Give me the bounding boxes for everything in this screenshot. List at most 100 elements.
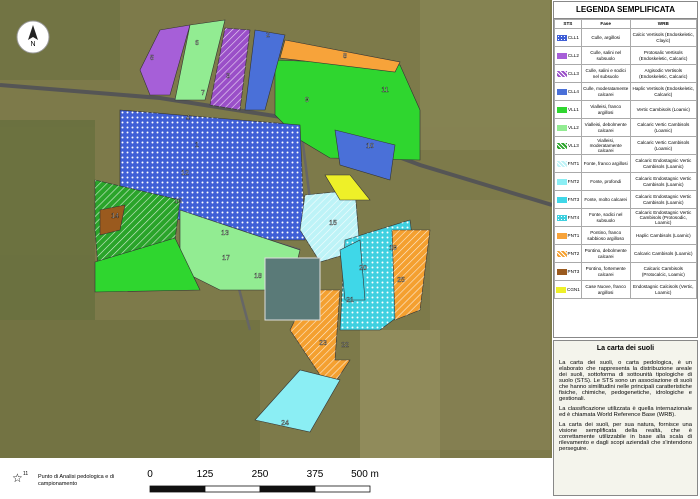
legend-fase: Vialleisi, debolmente calcarei: [580, 118, 631, 137]
scale-label: 250: [252, 469, 269, 480]
legend-wrb: Calcaric Endostagnic Vertic Cambisols (L…: [629, 190, 698, 209]
legend-wrb: Argisodic Vertisols (Endoskeletic, Calca…: [629, 64, 698, 83]
legend-row: FNT2 Fonte, profondi Calcaric Endostagnic …: [554, 172, 698, 191]
scale-label: 375: [307, 469, 324, 480]
point-label: 9: [305, 97, 309, 104]
legend-wrb: Calcaric Vertic Cambisols (Loamic): [629, 136, 698, 155]
legend-row: VLL2 Vialleisi, debolmente calcarei Calcar…: [554, 118, 698, 137]
legend-code: CLL3: [567, 70, 579, 76]
legend-swatch: [557, 124, 568, 131]
legend-header: WRB: [629, 19, 698, 29]
legend-swatch: [556, 34, 567, 41]
legend-swatch: [556, 160, 567, 167]
legend-swatch: [556, 232, 567, 239]
point-label: 18: [254, 273, 262, 280]
legend-code: FNT4: [567, 214, 580, 220]
legend-code: PNT1: [567, 232, 580, 238]
info-paragraph: La classificazione utilizzata è quella i…: [559, 406, 692, 418]
legend-code-cell: PNT3: [554, 262, 582, 281]
legend-wrb: Calcic Vertisols (Endoskeletic, Clayic): [629, 28, 698, 47]
legend-wrb: Calcaric Cambisols (Loamic): [629, 244, 698, 263]
legend-row: CLL3 Culle, salini e sodici nel subsuolo A…: [554, 64, 698, 83]
marker-label: 11: [23, 471, 28, 477]
legend-fase: Fonte, molto calcarei: [580, 190, 631, 209]
point-label: 7: [201, 90, 205, 97]
legend-swatch: [557, 106, 568, 113]
scale-segment: [259, 485, 316, 493]
legend-fase: Fonte, profondi: [580, 172, 631, 191]
legend-row: CLL4 Culle, moderatamente calcarei Haplic …: [554, 82, 698, 101]
legend-swatch: [556, 250, 567, 257]
scale-segment: [204, 485, 261, 493]
legend-wrb: Haplic Cambisols (Loamic): [629, 226, 698, 245]
point-label: 21: [346, 297, 354, 304]
legend-row: FNT1 Fonte, franco argillosi Calcaric Endo…: [554, 154, 698, 173]
legend-fase: Culle, moderatamente calcarei: [580, 82, 631, 101]
scale-segment: [149, 485, 206, 493]
legend-row: CGN1 Case Nuove, franco argillosi Endostag…: [554, 280, 698, 299]
legend-row: PNT2 Pontino, debolmente calcarei Calcaric…: [554, 244, 698, 263]
scale-segment: [314, 485, 371, 493]
legend-row: PNT3 Pontino, fortemente calcarei Calcaric…: [554, 262, 698, 281]
legend-fase: Case Nuove, franco argillosi: [580, 280, 631, 299]
soil-unit: [279, 39, 401, 73]
legend-code: PNT3: [567, 268, 580, 274]
point-label: 3: [226, 73, 230, 80]
legend-fase: Culle, argillosi: [580, 28, 631, 47]
legend-swatch: [556, 196, 567, 203]
legend-row: FNT4 Fonte, sodici nel subsuolo Calcaric E…: [554, 208, 698, 227]
soil-pattern: [392, 230, 430, 320]
legend-wrb: Haplic Vertisols (Endoskeletic, Calcaric…: [629, 82, 698, 101]
legend-wrb: Calcaric Vertic Cambisols (Loamic): [629, 118, 698, 137]
legend-code: VLL1: [568, 106, 579, 112]
legend-fase: Pontino, franco sabbioso argilloso: [580, 226, 631, 245]
marker-note: Punto di Analisi pedologica e di campion…: [38, 474, 115, 488]
legend-code-cell: FNT4: [554, 208, 582, 227]
legend-fase: Vialleisi, moderatamente calcarei: [580, 136, 631, 155]
legend-code-cell: VLL2: [554, 118, 582, 137]
legend-wrb: Vertic Cambisols (Loamic): [629, 100, 698, 119]
soil-unit: [324, 174, 371, 201]
legend-wrb: Endostagnic Calcisols (Vertic, Loamic): [629, 280, 698, 299]
legend-code-cell: PNT1: [554, 226, 582, 245]
soil-unit: [139, 24, 191, 96]
legend-code-cell: FNT2: [554, 172, 582, 191]
legend-code-cell: CLL4: [554, 82, 582, 101]
point-label: 11: [381, 87, 388, 94]
point-label: 25: [397, 277, 405, 284]
point-label: 23: [319, 340, 327, 347]
legend-swatch: [556, 88, 567, 95]
point-label: 17: [222, 255, 230, 262]
scale-label: 125: [197, 469, 214, 480]
legend-wrb: Calcaric Endostagnic Vertic Cambisols (P…: [629, 208, 698, 227]
fields: [0, 0, 440, 458]
point-label: 19: [389, 245, 397, 252]
soil-unit: [254, 369, 341, 433]
point-label: 14: [111, 213, 119, 220]
legend: LEGENDA SEMPLIFICATA STS Fase WRB CLL1 Culle…: [553, 1, 698, 338]
legend-fase: Vialleisi, franco argillosi: [580, 100, 631, 119]
soil-unit: [339, 239, 366, 301]
legend-code-cell: VLL1: [554, 100, 582, 119]
soil-unit: [94, 237, 201, 293]
legend-code: FNT1: [567, 160, 580, 166]
legend-swatch: [556, 214, 567, 221]
info-paragraph: La carta dei suoli, per sua natura, forn…: [559, 422, 692, 452]
legend-wrb: Calcaric Cambisols (Protocalcic, Loamic): [629, 262, 698, 281]
soil-unit: [174, 19, 226, 101]
legend-code-cell: CLL3: [554, 64, 582, 83]
scale-label: 500 m: [351, 469, 379, 480]
legend-code-cell: FNT3: [554, 190, 582, 209]
legend-header: STS: [554, 19, 582, 29]
point-label: 22: [341, 342, 349, 349]
legend-row: CLL1 Culle, argillosi Calcic Vertisols (En…: [554, 28, 698, 47]
legend-fase: Fonte, franco argillosi: [580, 154, 631, 173]
legend-swatch: [556, 52, 567, 59]
point-label: 4: [186, 115, 190, 122]
info-paragraph: La carta dei suoli, o carta pedologica, …: [559, 360, 692, 402]
legend-header: Fase: [580, 19, 631, 29]
map: 1234567891011121314151617181920212223242…: [0, 0, 552, 493]
soil-unit: [244, 29, 286, 111]
legend-row: VLL3 Vialleisi, moderatamente calcarei Cal…: [554, 136, 698, 155]
legend-code-cell: CLL1: [554, 28, 582, 47]
